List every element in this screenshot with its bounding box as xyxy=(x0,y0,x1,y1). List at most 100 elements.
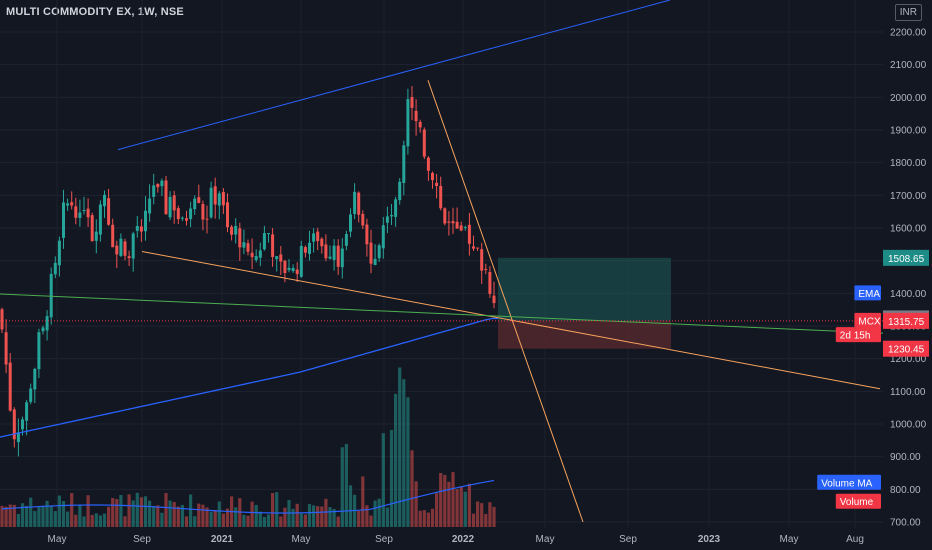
volume-bar xyxy=(381,433,385,527)
candle-body xyxy=(201,203,205,220)
legend-tag-label: Volume xyxy=(840,497,874,508)
volume-bar xyxy=(0,505,4,527)
candle-body xyxy=(242,242,246,248)
candle xyxy=(189,201,193,228)
candle xyxy=(86,198,90,228)
volume-bar xyxy=(439,473,443,527)
candle-body xyxy=(234,226,238,235)
candle xyxy=(320,237,324,254)
candle-body xyxy=(349,214,352,232)
volume-bar xyxy=(8,504,12,527)
volume-bar xyxy=(426,512,430,527)
volume-bar xyxy=(189,494,193,527)
x-tick-label: Sep xyxy=(133,534,151,545)
currency-badge[interactable]: INR xyxy=(894,4,922,21)
candle-body xyxy=(98,204,102,235)
candle xyxy=(37,328,41,378)
candle-body xyxy=(369,242,373,264)
volume-bar xyxy=(205,507,209,527)
candle-body xyxy=(131,233,135,259)
price-level-badge xyxy=(883,249,929,266)
candle xyxy=(74,197,78,225)
candle xyxy=(62,189,65,249)
x-tick-label: 2021 xyxy=(211,534,234,545)
volume-bar xyxy=(234,507,238,527)
volume-bar xyxy=(197,503,201,527)
volume-bar xyxy=(275,492,279,527)
candle xyxy=(484,263,488,275)
candle-body xyxy=(57,240,61,266)
volume-bar xyxy=(357,510,361,527)
candle xyxy=(78,199,82,227)
volume-bar xyxy=(443,474,447,527)
y-tick-label: 2200.00 xyxy=(890,28,927,39)
volume-bar xyxy=(340,447,344,527)
volume-bar xyxy=(135,492,139,527)
volume-bar xyxy=(258,511,262,527)
candle xyxy=(238,222,242,261)
candle-body xyxy=(25,402,29,421)
candle-body xyxy=(472,246,475,249)
candle xyxy=(439,176,443,211)
candle-body xyxy=(185,218,188,221)
candle xyxy=(283,259,287,283)
y-tick-label: 1400.00 xyxy=(890,289,927,300)
candle xyxy=(180,216,184,222)
volume-bar xyxy=(406,397,410,527)
candle xyxy=(381,216,385,259)
candle-body xyxy=(394,199,398,217)
candle-body xyxy=(344,234,348,246)
candle xyxy=(443,207,447,226)
candle-body xyxy=(320,238,324,247)
volume-bar xyxy=(94,513,98,527)
candle-body xyxy=(254,256,258,261)
candle-body xyxy=(127,256,131,259)
volume-bar xyxy=(217,501,221,527)
legend-tag-bg xyxy=(854,285,881,301)
volume-bar xyxy=(279,516,283,527)
candle xyxy=(107,188,111,226)
candle-body xyxy=(488,271,492,294)
candle xyxy=(299,240,303,278)
x-tick-label: May xyxy=(780,534,799,545)
candle-body xyxy=(164,180,168,215)
candle-body xyxy=(21,419,24,430)
candle xyxy=(275,256,279,272)
volume-bar xyxy=(295,503,299,527)
volume-bar xyxy=(385,507,389,527)
candle xyxy=(123,238,127,261)
candle xyxy=(426,156,430,181)
candle xyxy=(33,367,37,404)
volume-bar xyxy=(221,513,225,527)
volume-bar xyxy=(127,494,131,527)
volume-bar xyxy=(467,483,471,527)
volume-bar xyxy=(484,513,488,527)
x-tick-label: 2023 xyxy=(698,534,721,545)
candle xyxy=(303,245,307,258)
volume-bar xyxy=(193,516,197,527)
y-tick-label: 700.00 xyxy=(890,518,921,529)
volume-bar xyxy=(225,508,230,527)
volume-bar xyxy=(414,481,418,527)
volume-bar xyxy=(29,497,33,527)
volume-bar xyxy=(283,507,287,527)
candle xyxy=(197,184,201,204)
candle-body xyxy=(463,227,467,229)
volume-bar xyxy=(324,498,328,527)
candle xyxy=(353,183,357,220)
volume-bar xyxy=(16,513,20,527)
candle xyxy=(418,119,422,133)
candle xyxy=(385,206,389,234)
candle-body xyxy=(377,245,381,259)
volume-bar xyxy=(33,511,37,527)
volume-bar xyxy=(320,506,324,527)
volume-bar xyxy=(471,513,476,527)
volume-bar xyxy=(168,500,172,527)
candle xyxy=(66,198,70,211)
candle-body xyxy=(303,247,307,253)
volume-bar xyxy=(266,514,271,527)
candle-body xyxy=(152,185,156,197)
volume-bar xyxy=(418,510,422,527)
